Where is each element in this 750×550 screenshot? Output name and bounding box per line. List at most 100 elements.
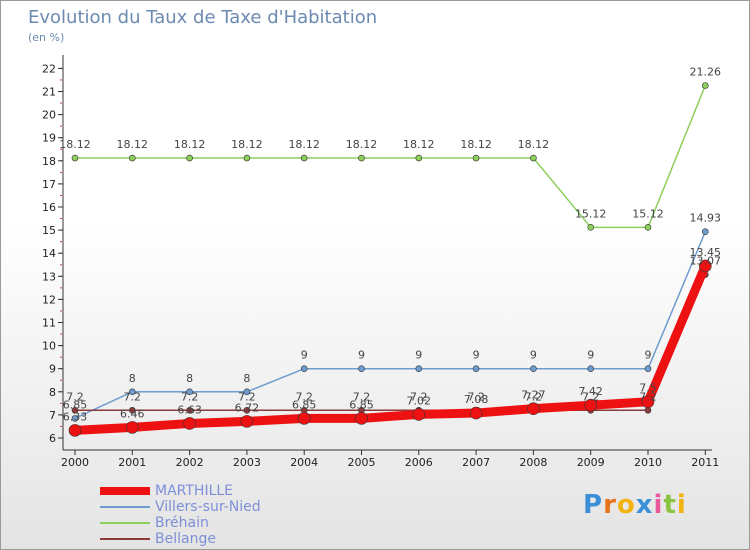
series-line-1 xyxy=(74,230,707,420)
data-label: 7.2 xyxy=(124,390,142,403)
data-point xyxy=(243,388,251,396)
data-point xyxy=(129,406,136,414)
x-tick-label: 2004 xyxy=(290,456,318,469)
data-label: 9 xyxy=(645,349,652,362)
data-label: 15.12 xyxy=(632,207,664,220)
data-label: 14.93 xyxy=(690,212,722,225)
legend-label: Villers-sur-Nied xyxy=(155,499,261,515)
legend-swatch xyxy=(100,506,150,508)
data-label: 7.42 xyxy=(578,385,603,398)
y-tick-label: 18 xyxy=(42,155,56,168)
data-label: 9 xyxy=(358,349,365,362)
data-label: 6.72 xyxy=(235,401,260,414)
data-point xyxy=(358,154,365,162)
data-label: 7.5 xyxy=(639,382,657,395)
y-tick-label: 11 xyxy=(42,317,56,330)
data-point xyxy=(186,388,193,396)
x-tick-label: 2006 xyxy=(405,456,433,469)
y-tick-label: 19 xyxy=(42,132,56,145)
chart-title: Evolution du Taux de Taxe d'Habitation xyxy=(28,7,378,28)
data-point xyxy=(587,365,595,373)
y-tick-label: 17 xyxy=(42,178,56,191)
data-label: 18.12 xyxy=(346,138,378,151)
y-tick-label: 21 xyxy=(42,86,56,99)
data-label: 9 xyxy=(530,349,537,362)
data-point xyxy=(472,154,480,162)
data-label: 8 xyxy=(243,372,250,385)
data-label: 9 xyxy=(587,349,594,362)
logo-letter: i xyxy=(653,490,664,520)
data-label: 7.2 xyxy=(582,390,600,403)
data-point xyxy=(701,82,709,89)
data-point xyxy=(71,406,79,414)
data-point xyxy=(183,417,196,430)
data-point xyxy=(297,412,311,425)
data-point xyxy=(530,154,537,162)
data-label: 7.2 xyxy=(410,390,428,403)
data-point xyxy=(472,365,480,373)
chart-subtitle: (en %) xyxy=(28,31,65,44)
data-point xyxy=(584,398,598,412)
logo-letter: i xyxy=(676,490,687,520)
data-label: 18.12 xyxy=(460,138,492,151)
data-label: 6.33 xyxy=(63,410,88,423)
data-point xyxy=(701,228,709,236)
x-tick-label: 2000 xyxy=(61,456,89,469)
data-label: 18.12 xyxy=(174,138,206,151)
data-label: 7.2 xyxy=(525,390,543,403)
x-tick-label: 2002 xyxy=(176,456,204,469)
data-label: 7.2 xyxy=(353,390,371,403)
y-tick-label: 8 xyxy=(49,386,56,399)
data-label: 9 xyxy=(301,349,308,362)
data-point xyxy=(644,406,652,414)
data-label: 7.2 xyxy=(639,390,657,403)
data-point xyxy=(126,421,139,434)
logo-letter: r xyxy=(603,490,617,520)
data-point xyxy=(300,154,308,162)
legend-swatch xyxy=(100,538,150,540)
data-label: 18.12 xyxy=(518,138,550,151)
data-point xyxy=(527,402,540,415)
data-label: 6.46 xyxy=(120,407,145,420)
data-point xyxy=(186,406,193,414)
data-label: 18.12 xyxy=(117,138,149,151)
data-label: 6.85 xyxy=(292,398,317,411)
data-label: 7.27 xyxy=(521,389,546,402)
x-tick-label: 2009 xyxy=(577,456,605,469)
data-label: 18.12 xyxy=(403,138,435,151)
data-label: 9 xyxy=(415,349,422,362)
data-label: 7.08 xyxy=(464,393,489,406)
data-point xyxy=(129,388,136,396)
y-tick-label: 20 xyxy=(42,109,56,122)
y-tick-label: 13 xyxy=(42,270,56,283)
data-point xyxy=(68,424,82,437)
data-point xyxy=(355,412,368,425)
y-tick-label: 15 xyxy=(42,224,56,237)
x-tick-label: 2005 xyxy=(348,456,376,469)
data-point xyxy=(469,406,483,420)
data-point xyxy=(698,259,712,273)
data-label: 8 xyxy=(186,372,193,385)
data-label: 9 xyxy=(473,349,480,362)
data-point xyxy=(243,154,251,162)
x-tick-label: 2010 xyxy=(634,456,662,469)
data-label: 7.2 xyxy=(66,390,84,403)
data-label: 7.2 xyxy=(467,390,485,403)
y-tick-label: 14 xyxy=(42,247,56,260)
logo-letter: P xyxy=(583,490,604,520)
data-label: 18.12 xyxy=(59,138,91,151)
logo-letter: o xyxy=(616,490,636,520)
logo-letter: t xyxy=(663,490,677,520)
x-tick-label: 2011 xyxy=(691,456,719,469)
legend-swatch xyxy=(100,522,150,524)
data-point xyxy=(300,365,308,373)
x-tick-label: 2001 xyxy=(118,456,146,469)
data-label: 18.12 xyxy=(288,138,320,151)
x-tick-label: 2007 xyxy=(462,456,490,469)
data-label: 21.26 xyxy=(690,65,722,78)
data-point xyxy=(587,224,595,231)
legend-label: MARTHILLE xyxy=(155,483,234,499)
data-label: 6.85 xyxy=(63,398,88,411)
